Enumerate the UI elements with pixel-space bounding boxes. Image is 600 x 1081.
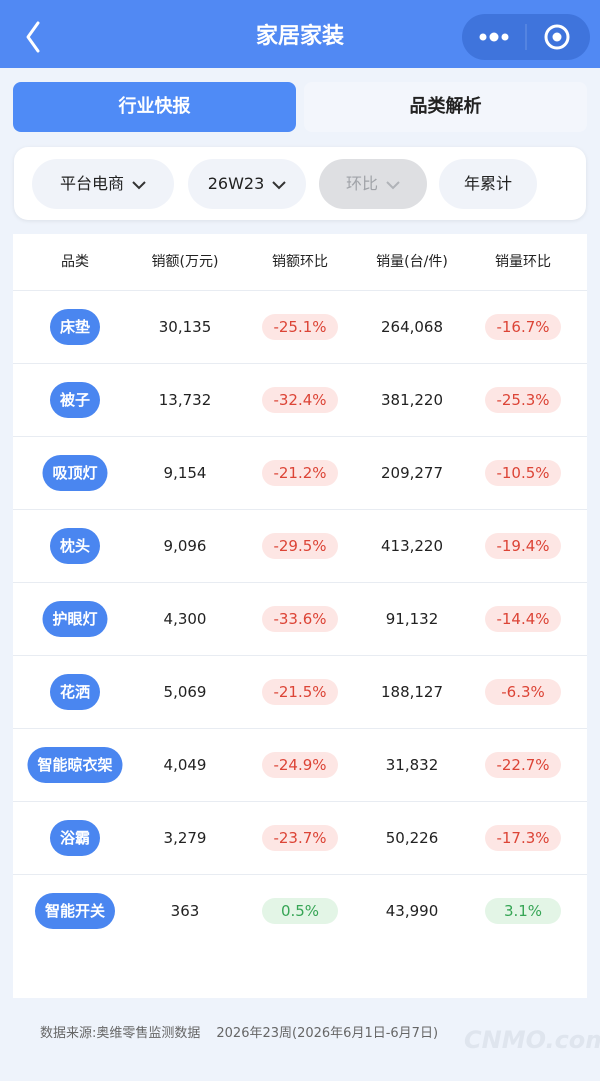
filter-dropdown[interactable]: 26W23 [188, 159, 306, 209]
filter-dropdown[interactable]: 平台电商 [32, 159, 174, 209]
category-tag[interactable]: 护眼灯 [42, 601, 108, 637]
change-badge: -33.6% [262, 606, 338, 632]
table-cell: 4,300 [163, 610, 207, 628]
table-cell: 381,220 [380, 391, 444, 409]
table-cell: 413,220 [380, 537, 444, 555]
table-cell: 91,132 [385, 610, 439, 628]
table-cell: 31,832 [385, 756, 439, 774]
footer: 数据来源:奥维零售监测数据 2026年23周(2026年6月1日-6月7日) [40, 1022, 438, 1041]
change-badge: -19.4% [485, 533, 561, 559]
table-cell: 188,127 [380, 683, 444, 701]
table-row: 被子 13,732 -32.4% 381,220 -25.3% [13, 363, 587, 437]
data-table: 品类 销额(万元) 销额环比 销量(台/件) 销量环比床垫 30,135 -25.1% 264… [13, 234, 587, 998]
change-badge: -21.2% [262, 460, 338, 486]
tab[interactable]: 品类解析 [304, 82, 587, 132]
change-badge: -23.7% [262, 825, 338, 851]
change-badge: -14.4% [485, 606, 561, 632]
table-cell: 50,226 [385, 829, 439, 847]
table-cell: 209,277 [380, 464, 444, 482]
watermark: CNMO.com [464, 1026, 600, 1054]
table-row: 护眼灯 4,300 -33.6% 91,132 -14.4% [13, 582, 587, 656]
filter-label: 平台电商 [59, 174, 124, 193]
change-badge: -25.1% [262, 314, 338, 340]
filter-label: 年累计 [463, 174, 512, 193]
table-row: 吸顶灯 9,154 -21.2% 209,277 -10.5% [13, 436, 587, 510]
back-button[interactable] [20, 17, 50, 57]
table-cell: 363 [170, 902, 200, 920]
category-tag[interactable]: 智能开关 [34, 893, 116, 929]
table-row: 智能开关 363 0.5% 43,990 3.1% [13, 874, 587, 948]
table-row: 床垫 30,135 -25.1% 264,068 -16.7% [13, 290, 587, 364]
column-header: 品类 [61, 254, 89, 270]
column-header: 销量(台/件) [376, 254, 448, 270]
category-tag[interactable]: 吸顶灯 [42, 455, 108, 491]
table-cell: 9,096 [163, 537, 207, 555]
category-tag[interactable]: 被子 [49, 382, 101, 418]
column-header: 销额(万元) [151, 254, 219, 270]
filter-dropdown[interactable]: 年累计 [439, 159, 537, 209]
filter-label: 26W23 [207, 174, 265, 193]
change-badge: -32.4% [262, 387, 338, 413]
mini-program-capsule [462, 14, 590, 60]
table-row: 智能晾衣架 4,049 -24.9% 31,832 -22.7% [13, 728, 587, 802]
change-badge: -17.3% [485, 825, 561, 851]
table-cell: 264,068 [380, 318, 444, 336]
filter-bar: 平台电商 26W23 环比 年累计 [14, 147, 586, 220]
column-header: 销量环比 [495, 254, 551, 270]
filter-dropdown: 环比 [319, 159, 427, 209]
table-cell: 30,135 [158, 318, 212, 336]
source: 数据来源:奥维零售监测数据 [40, 1026, 201, 1041]
change-badge: -10.5% [485, 460, 561, 486]
header: 家居家装 [0, 0, 600, 68]
category-tag[interactable]: 浴霸 [49, 820, 101, 856]
table-cell: 9,154 [163, 464, 207, 482]
change-badge: -22.7% [485, 752, 561, 778]
change-badge: -24.9% [262, 752, 338, 778]
capsule-icons[interactable] [462, 14, 590, 60]
change-badge: 3.1% [485, 898, 561, 924]
table-cell: 13,732 [158, 391, 212, 409]
category-tag[interactable]: 床垫 [49, 309, 101, 345]
change-badge: 0.5% [262, 898, 338, 924]
table-cell: 3,279 [163, 829, 207, 847]
table-row: 花洒 5,069 -21.5% 188,127 -6.3% [13, 655, 587, 729]
period: 2026年23周(2026年6月1日-6月7日) [216, 1026, 439, 1041]
table-cell: 43,990 [385, 902, 439, 920]
table-cell: 5,069 [163, 683, 207, 701]
column-header: 销额环比 [272, 254, 328, 270]
page-title: 家居家装 [255, 24, 344, 49]
table-cell: 4,049 [163, 756, 207, 774]
table-row: 浴霸 3,279 -23.7% 50,226 -17.3% [13, 801, 587, 875]
change-badge: -16.7% [485, 314, 561, 340]
category-tag[interactable]: 智能晾衣架 [27, 747, 123, 783]
change-badge: -29.5% [262, 533, 338, 559]
table-row: 枕头 9,096 -29.5% 413,220 -19.4% [13, 509, 587, 583]
filter-label: 环比 [345, 174, 378, 193]
change-badge: -25.3% [485, 387, 561, 413]
tab[interactable]: 行业快报 [13, 82, 296, 132]
change-badge: -21.5% [262, 679, 338, 705]
category-tag[interactable]: 花洒 [49, 674, 101, 710]
change-badge: -6.3% [485, 679, 561, 705]
category-tag[interactable]: 枕头 [49, 528, 101, 564]
